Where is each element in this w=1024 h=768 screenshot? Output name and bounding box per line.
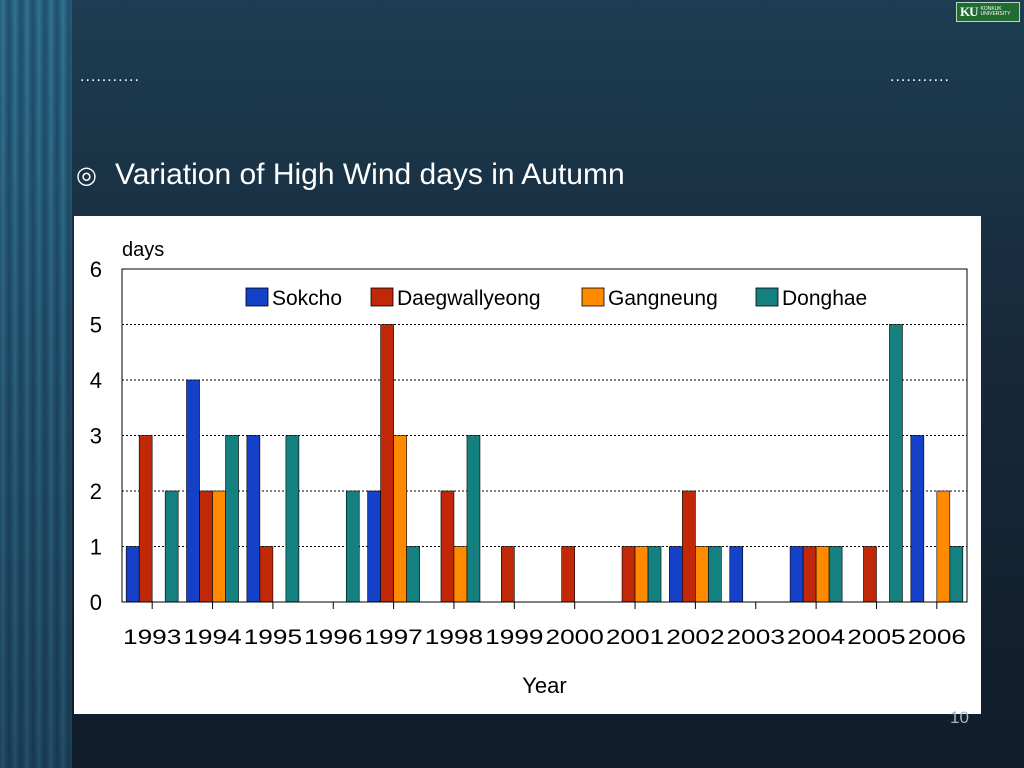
legend-label-donghae: Donghae (782, 287, 867, 310)
x-axis-label: Year (522, 673, 566, 698)
bar-donghae-1995 (285, 435, 300, 603)
legend-item-gangneung: Gangneung (581, 287, 718, 310)
bar-gangneung-1998 (453, 546, 468, 603)
y-tick-label-6: 6 (90, 257, 102, 282)
y-tick-label-0: 0 (90, 590, 102, 615)
bar-gangneung-2006 (936, 490, 951, 603)
legend-item-sokcho: Sokcho (245, 287, 342, 310)
y-axis-label: days (122, 239, 164, 261)
header-dots-right: ........... (890, 68, 950, 85)
y-tick-labels: 0 1 2 3 4 5 6 (90, 257, 102, 615)
x-tick-label-2004: 2004 (787, 626, 846, 649)
x-tick-labels: 1993 1994 1995 1996 1997 1998 1999 2000 2001 2002… (123, 626, 966, 649)
header-dots-left: ........... (80, 68, 140, 85)
heading-text: Variation of High Wind days in Autumn (114, 158, 625, 191)
bar-donghae-1996 (345, 490, 360, 603)
legend-swatch-gangneung (581, 287, 605, 307)
bar-donghae-1994 (225, 435, 239, 603)
bar-chart: 0 1 2 3 4 5 6 1993 1994 1995 1996 1997 1998 1999 2000… (90, 239, 968, 698)
bar-daegwallyeong-2004 (802, 546, 817, 603)
x-tick-label-1997: 1997 (364, 626, 422, 649)
bar-gangneung-1997 (393, 435, 407, 603)
legend-label-gangneung: Gangneung (608, 287, 718, 310)
legend-item-daegwallyeong: Daegwallyeong (370, 287, 541, 310)
y-tick-label-3: 3 (90, 424, 102, 449)
bars (125, 324, 964, 603)
x-tick-label-1998: 1998 (425, 626, 483, 649)
logo-mark: KU (960, 4, 978, 19)
bar-sokcho-2002 (669, 546, 683, 603)
decorative-stripes (0, 0, 72, 768)
bar-sokcho-1994 (186, 379, 200, 603)
legend-item-donghae: Donghae (755, 287, 867, 310)
y-tick-label-1: 1 (90, 535, 102, 560)
bar-sokcho-2003 (729, 546, 744, 603)
bar-daegwallyeong-2000 (561, 546, 575, 603)
bar-donghae-2002 (708, 546, 722, 603)
bar-gangneung-2002 (695, 546, 709, 603)
bar-daegwallyeong-1997 (380, 324, 394, 603)
x-tick-label-2002: 2002 (666, 626, 724, 649)
x-tick-label-2003: 2003 (727, 626, 785, 649)
y-tick-label-4: 4 (90, 368, 102, 393)
bar-donghae-2004 (828, 546, 843, 603)
bar-daegwallyeong-2001 (621, 546, 636, 603)
bar-sokcho-2004 (789, 546, 804, 603)
x-tick-label-1999: 1999 (485, 626, 543, 649)
bar-donghae-1998 (466, 435, 481, 603)
bar-donghae-1993 (164, 490, 179, 603)
x-tick-label-1994: 1994 (183, 626, 242, 649)
bar-gangneung-1994 (212, 490, 226, 603)
bullet-icon: ◎ (76, 161, 97, 189)
bar-daegwallyeong-2002 (682, 490, 696, 603)
bar-gangneung-2004 (815, 546, 830, 603)
x-tick-label-1993: 1993 (123, 626, 181, 649)
bar-daegwallyeong-1999 (501, 546, 515, 603)
konkuk-university-logo: KU KONKUK UNIVERSITY (956, 2, 1020, 22)
logo-text: KONKUK UNIVERSITY (980, 6, 1011, 17)
bar-gangneung-2001 (634, 546, 649, 603)
bar-daegwallyeong-1998 (440, 490, 455, 603)
y-tick-label-2: 2 (90, 479, 102, 504)
bar-daegwallyeong-1993 (138, 435, 153, 603)
slide-heading: ◎ Variation of High Wind days in Autumn (76, 158, 625, 192)
bar-donghae-2005 (889, 324, 903, 603)
legend-swatch-daegwallyeong (370, 287, 394, 307)
y-tick-label-5: 5 (90, 313, 102, 338)
bar-sokcho-1997 (367, 490, 381, 603)
legend-label-daegwallyeong: Daegwallyeong (397, 287, 541, 310)
bar-sokcho-2006 (910, 435, 925, 603)
axis-ticks (151, 602, 938, 609)
legend-swatch-donghae (755, 287, 779, 307)
bar-donghae-2006 (949, 546, 964, 603)
legend-label-sokcho: Sokcho (272, 287, 342, 310)
bar-sokcho-1993 (125, 546, 140, 603)
bar-daegwallyeong-1995 (259, 546, 274, 603)
bar-donghae-2001 (647, 546, 662, 603)
x-tick-label-2000: 2000 (546, 626, 604, 649)
x-tick-label-1996: 1996 (304, 626, 362, 649)
bar-daegwallyeong-2005 (863, 546, 877, 603)
x-tick-label-2001: 2001 (606, 626, 664, 649)
bar-sokcho-1995 (246, 435, 261, 603)
plot-frame (121, 268, 968, 603)
legend-swatch-sokcho (245, 287, 269, 307)
x-tick-label-1995: 1995 (244, 626, 302, 649)
bar-donghae-1997 (406, 546, 420, 603)
bar-daegwallyeong-1994 (199, 490, 213, 603)
x-tick-label-2005: 2005 (847, 626, 905, 649)
page-number: 10 (950, 708, 969, 727)
chart-panel: 0 1 2 3 4 5 6 1993 1994 1995 1996 1997 1998 1999 2000… (74, 216, 981, 714)
legend: Sokcho Daegwallyeong Gangneung Donghae (245, 287, 867, 310)
x-tick-label-2006: 2006 (908, 626, 966, 649)
